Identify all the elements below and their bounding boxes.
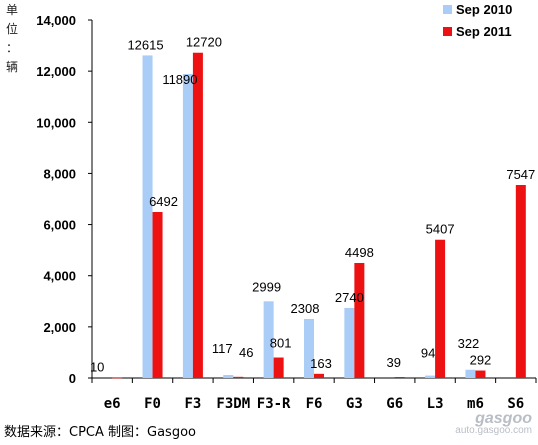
data-label-sep-2010: 2999 [252,279,281,294]
bar-sep-2010 [465,369,476,378]
x-tick-label: m6 [467,396,484,412]
bar-sep-2010 [425,375,436,378]
y-unit-label: 单 [6,3,18,17]
bar-sep-2011 [394,377,405,378]
y-unit-label: ： [6,41,18,55]
x-tick-label: F3-R [257,396,291,412]
data-label-sep-2011: 46 [239,345,253,360]
data-label-sep-2011: 12720 [186,35,222,50]
bar-sep-2011 [314,373,324,378]
data-label-sep-2010: 117 [212,341,233,356]
bar-sep-2010 [142,55,153,378]
legend-label: Sep 2010 [456,2,512,17]
bar-sep-2010 [304,318,314,378]
watermark-url: auto.gasgoo.com [455,425,532,436]
x-tick-label: G6 [386,396,403,412]
y-tick-label: 8,000 [43,166,76,181]
data-label-sep-2010: 2308 [291,301,320,316]
y-tick-label: 0 [69,371,76,386]
legend-label: Sep 2011 [456,24,512,39]
legend-swatch [443,27,452,36]
source-note: 数据来源：CPCA 制图：Gasgoo [4,425,196,440]
x-tick-label: G3 [346,396,363,412]
bar-sep-2010 [263,301,274,378]
data-label-sep-2011: 10 [90,360,104,375]
data-label-sep-2011: 163 [310,356,332,371]
data-label-sep-2011: 39 [386,355,400,370]
bar-sep-2011 [233,376,244,378]
x-tick-label: S6 [507,396,524,412]
x-tick-label: F0 [144,396,161,412]
watermark-brand: gasgoo [475,410,532,427]
data-label-sep-2010: 2740 [335,290,364,305]
bar-sep-2011 [273,357,284,378]
data-label-sep-2011: 4498 [345,245,374,260]
x-tick-label: e6 [104,396,121,412]
bar-sep-2011 [112,377,123,379]
data-label-sep-2010: 11890 [162,72,197,87]
data-label-sep-2011: 7547 [506,167,535,182]
y-tick-label: 4,000 [43,269,76,284]
data-label-sep-2010: 322 [458,336,480,351]
bar-sep-2011 [475,370,486,378]
bar-sep-2011 [192,52,203,378]
data-label-sep-2010: 94 [421,346,435,361]
y-tick-label: 2,000 [43,320,76,335]
bar-sep-2011 [354,262,365,378]
x-tick-label: F3DM [216,396,250,412]
bar-sep-2011 [152,211,163,378]
bar-sep-2011 [435,239,446,378]
y-tick-label: 14,000 [36,13,76,28]
y-unit-label: 位 [6,21,18,36]
data-label-sep-2011: 6492 [149,194,178,209]
bar-sep-2011 [515,185,526,378]
data-label-sep-2011: 292 [470,353,492,368]
x-tick-label: F3 [184,396,201,412]
x-tick-label: L3 [427,396,444,412]
bar-sep-2010 [344,307,355,378]
y-tick-label: 6,000 [43,218,76,233]
gasgoo-watermark: gasgoo auto.gasgoo.com [455,410,532,437]
data-label-sep-2010: 12615 [127,37,163,52]
y-unit-label: 辆 [6,60,18,74]
bar-sep-2010 [182,73,193,378]
bar-sep-2010 [223,375,234,378]
y-tick-label: 12,000 [36,64,76,79]
data-label-sep-2011: 801 [270,336,292,351]
data-label-sep-2011: 5407 [426,222,455,237]
y-tick-label: 10,000 [36,115,76,130]
legend-swatch [443,5,452,14]
x-tick-label: F6 [306,396,323,412]
